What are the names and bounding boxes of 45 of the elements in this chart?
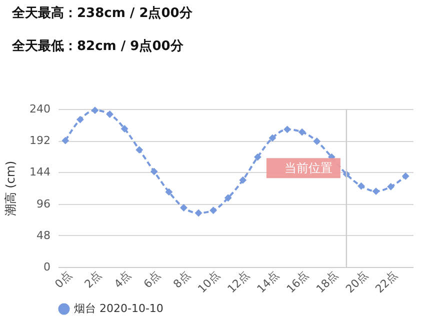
text: 全天最低：82cm / 9点00分 [12,38,184,55]
point [106,110,114,118]
legend-label: 烟台 2020-10-10 [74,302,164,315]
x-tick-label: 4点 [112,268,134,291]
point [387,182,395,190]
y-axis-title: 潮高 (cm) [4,160,18,216]
point [372,188,380,195]
point [284,126,291,134]
point [254,153,262,161]
point [239,176,247,184]
point [62,136,70,144]
point [180,204,188,212]
x-tick-label: 0点 [52,268,74,291]
point [76,116,84,124]
x-tick-label: 2点 [82,268,104,291]
x-tick-label: 18点 [314,268,341,296]
y-tick-label: 144 [30,166,50,179]
point [358,182,365,190]
x-tick-label: 6点 [141,268,164,291]
y-tick-label: 240 [30,102,50,116]
y-tick-label: 96 [36,197,50,210]
point [165,188,173,196]
point [91,106,99,114]
x-tick-label: 8点 [170,268,193,291]
point [313,138,321,145]
ref-line-label: 当前位置 [284,161,332,176]
y-tick-label: 192 [30,134,50,148]
x-tick-label: 20点 [343,268,370,296]
point [268,134,276,142]
x-tick-label: 12点 [225,268,252,296]
point [136,146,144,154]
y-tick-label: 0 [44,260,50,274]
x-tick-label: 14点 [254,268,282,296]
point [298,128,306,136]
point [120,125,128,132]
point [150,168,158,176]
point [224,194,232,202]
point [194,209,202,217]
point [402,172,410,180]
x-tick-label: 10点 [195,268,222,296]
text: 全天最高：238cm / 2点00分 [12,4,192,22]
x-tick-label: 16点 [284,268,312,296]
point [210,206,218,214]
x-tick-label: 22点 [372,268,400,296]
y-tick-label: 48 [36,228,50,242]
